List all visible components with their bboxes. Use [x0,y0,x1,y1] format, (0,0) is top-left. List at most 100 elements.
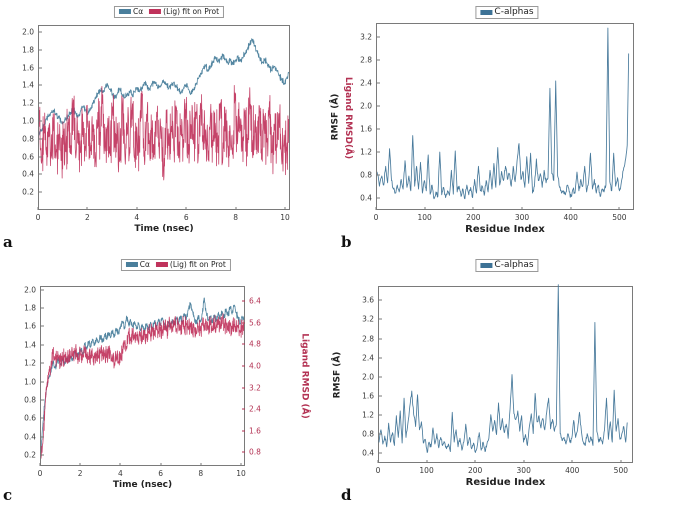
x-tick-label: 10 [236,469,246,478]
y-tick-label: 2.0 [24,285,36,295]
series-line-Cα [39,38,289,136]
panel-a-plot-box [38,25,290,210]
legend-calpha-label: Cα [139,260,150,269]
panel-a-clip [39,26,289,209]
y-tick-label: 0.4 [22,169,34,179]
y-tick-mark [38,156,42,158]
x-tick-mark [523,459,525,463]
x-tick-label: 0 [375,466,381,475]
y-tick-label: 1.6 [22,63,34,73]
panel-b-series-svg [377,27,630,200]
legend-calpha-swatch [125,262,138,268]
y-tick-mark [376,59,380,61]
panel-d-clip [378,284,632,462]
panel-b-plot-box [376,23,634,210]
y-tick-label: 0.8 [362,429,374,439]
y-tick-label: 2.4 [362,353,374,363]
legend-c-alphas-swatch [480,263,493,268]
x-tick-mark [86,206,88,210]
legend-c-alphas-swatch [480,10,493,15]
x-tick-mark [200,462,202,466]
y-tick-mark [376,36,380,38]
y-tick-label-right: 6.4 [249,296,261,306]
x-tick-label: 4 [134,213,140,222]
legend-lig-swatch [149,9,162,15]
y-tick-label: 3.2 [362,314,374,324]
series-line-C-alphas [378,284,628,453]
x-tick-label: 300 [516,466,531,475]
panel-d-plot-box [378,284,633,463]
y-tick-label: 2.0 [360,101,372,111]
y-tick-mark-right [241,408,245,410]
y-tick-mark [40,289,44,291]
panel-b-plot-area: RMSF (Å) Residue Index 0 100 200 300 400 500 0… [331,23,634,235]
y-tick-mark [38,49,42,51]
y-tick-label-right: 1.6 [249,426,261,436]
x-tick-mark [136,206,138,210]
y-tick-mark [40,307,44,309]
y-tick-mark [40,344,44,346]
y-tick-mark [38,84,42,86]
series-line-C-alphas [377,27,630,200]
panel-a-series-svg [39,38,289,181]
y-tick-label-right: 4.8 [249,339,261,349]
y-tick-mark [38,120,42,122]
y-tick-mark [376,82,380,84]
panel-d-series-svg [378,284,628,453]
y-tick-mark [38,173,42,175]
legend-c-alphas-label: C-alphas [494,7,534,17]
x-tick-mark [284,206,286,210]
y-tick-mark [378,376,382,378]
legend-lig-label: (Lig) fit on Prot [169,260,226,269]
x-tick-mark [424,206,426,210]
y-tick-mark [378,299,382,301]
y-tick-label: 1.2 [22,98,34,108]
y-tick-mark [40,325,44,327]
legend-lig-fit-on-prot: (Lig) fit on Prot [149,8,219,16]
y-tick-label: 0.2 [22,187,34,197]
x-tick-mark [474,459,476,463]
y-tick-label: 0.4 [24,432,36,442]
y-tick-mark-right [241,451,245,453]
y-tick-mark [38,102,42,104]
y-tick-label: 2.0 [22,27,34,37]
y-tick-mark [376,105,380,107]
y-tick-mark-right [241,300,245,302]
legend-c-alphas: C-alphas [480,7,534,17]
y-tick-mark [40,436,44,438]
x-tick-mark [620,459,622,463]
y-tick-mark [38,138,42,140]
x-tick-label: 100 [419,466,434,475]
panel-letter-d: d [341,486,352,504]
x-tick-label: 6 [158,469,163,478]
x-tick-label: 2 [85,213,90,222]
y-tick-label: 3.6 [362,295,374,305]
y-tick-mark [378,318,382,320]
x-tick-mark [377,459,379,463]
x-tick-mark [618,206,620,210]
legend-lig-label: (Lig) fit on Prot [163,7,220,16]
x-tick-mark [472,206,474,210]
y-tick-mark [376,128,380,130]
panel-letter-a: a [3,233,13,251]
x-tick-mark [185,206,187,210]
y-tick-mark [378,357,382,359]
y-tick-label: 1.8 [24,303,36,313]
y-tick-label: 1.6 [360,124,372,134]
x-tick-mark [39,462,41,466]
panel-c-ylabel-right: Ligand RMSD (Å) [299,333,310,419]
y-tick-mark [40,381,44,382]
x-tick-label: 6 [183,213,189,222]
y-tick-label: 1.0 [22,116,34,126]
panel-d-xlabel: Residue Index [465,477,546,488]
y-tick-label: 0.2 [24,450,36,460]
x-tick-label: 200 [467,466,483,475]
panel-c-legend: Cα (Lig) fit on Prot [120,259,231,271]
y-tick-mark [378,414,382,416]
y-tick-label: 1.0 [24,377,36,386]
legend-calpha-label: Cα [132,7,144,16]
y-tick-label: 0.8 [22,134,34,144]
y-tick-label-right: 0.8 [249,447,261,457]
panel-c-plot-area: Protein RMSD (Å) Ligand RMSD (Å) Time (n… [24,285,310,490]
